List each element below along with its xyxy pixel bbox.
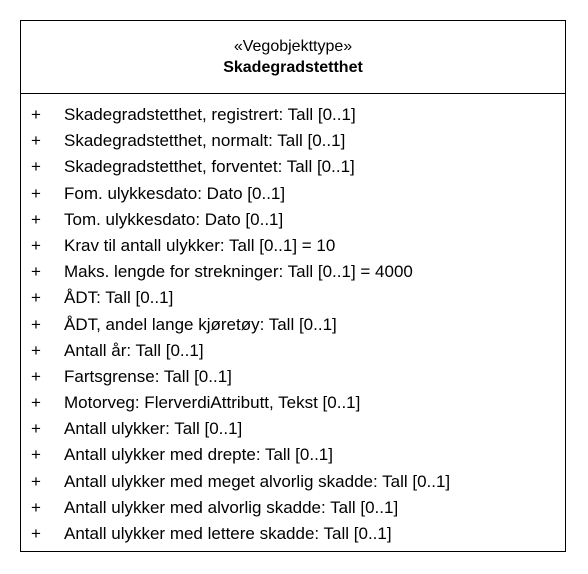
attribute-row: + Krav til antall ulykker: Tall [0..1] = … xyxy=(21,233,565,259)
attribute-text: Antall år: Tall [0..1] xyxy=(64,340,204,360)
attribute-visibility: + xyxy=(31,105,41,124)
attribute-text: Skadegradstetthet, registrert: Tall [0..… xyxy=(64,105,356,124)
attribute-text: Krav til antall ulykker: Tall [0..1] = 1… xyxy=(64,235,336,255)
attribute-row: + Antall ulykker: Tall [0..1] xyxy=(21,416,565,442)
class-stereotype: «Vegobjekttype» xyxy=(233,38,353,55)
attribute-row: + Antall ulykker med meget alvorlig skadd… xyxy=(21,469,565,495)
attribute-row: + Antall ulykker med alvorlig skadde: Tal… xyxy=(21,495,565,521)
attribute-text: Fom. ulykkesdato: Dato [0..1] xyxy=(64,183,286,203)
attribute-visibility: + xyxy=(31,471,41,491)
attribute-text: Antall ulykker med meget alvorlig skadde… xyxy=(64,471,451,491)
attribute-row: + Tom. ulykkesdato: Dato [0..1] xyxy=(21,207,565,233)
attribute-visibility: + xyxy=(31,340,41,360)
attribute-row: + Skadegradstetthet, normalt: Tall [0..1] xyxy=(21,128,565,154)
attribute-text: ÅDT, andel lange kjøretøy: Tall [0..1] xyxy=(64,314,337,334)
attribute-visibility: + xyxy=(31,445,41,465)
attribute-visibility: + xyxy=(31,524,41,543)
attribute-text: Skadegradstetthet, forventet: Tall [0..1… xyxy=(64,157,355,177)
attribute-row: + Fartsgrense: Tall [0..1] xyxy=(21,364,565,390)
attribute-visibility: + xyxy=(31,314,41,334)
attribute-text: Antall ulykker: Tall [0..1] xyxy=(64,419,243,439)
attribute-visibility: + xyxy=(31,366,41,386)
attribute-visibility: + xyxy=(31,235,41,255)
attribute-text: Antall ulykker med drepte: Tall [0..1] xyxy=(64,445,333,465)
attribute-visibility: + xyxy=(31,497,41,517)
attribute-text: Motorveg: FlerverdiAttributt, Tekst [0..… xyxy=(64,393,361,413)
attribute-text: ÅDT: Tall [0..1] xyxy=(64,288,174,308)
attribute-text: Antall ulykker med alvorlig skadde: Tall… xyxy=(64,497,399,517)
attribute-list: + Skadegradstetthet, registrert: Tall [0.… xyxy=(21,94,565,547)
attribute-text: Skadegradstetthet, normalt: Tall [0..1] xyxy=(64,131,346,151)
attribute-row: + Skadegradstetthet, forventet: Tall [0..… xyxy=(21,154,565,180)
attribute-row: + ÅDT: Tall [0..1] xyxy=(21,285,565,311)
attribute-visibility: + xyxy=(31,419,41,439)
attribute-visibility: + xyxy=(31,262,41,282)
attribute-visibility: + xyxy=(31,288,41,308)
attribute-text: Fartsgrense: Tall [0..1] xyxy=(64,366,232,386)
attribute-visibility: + xyxy=(31,157,41,177)
attribute-row: + Motorveg: FlerverdiAttributt, Tekst [0.… xyxy=(21,390,565,416)
attribute-row: + Skadegradstetthet, registrert: Tall [0.… xyxy=(21,102,565,128)
class-name: Skadegradstetthet xyxy=(223,59,363,76)
uml-class-box: «Vegobjekttype» Skadegradstetthet + Skade… xyxy=(20,20,566,552)
attribute-row: + Fom. ulykkesdato: Dato [0..1] xyxy=(21,181,565,207)
attribute-visibility: + xyxy=(31,393,41,413)
class-header: «Vegobjekttype» Skadegradstetthet xyxy=(21,21,565,94)
attribute-visibility: + xyxy=(31,131,41,151)
attribute-row: + Antall ulykker med lettere skadde: Tall… xyxy=(21,521,565,547)
attribute-row: + ÅDT, andel lange kjøretøy: Tall [0..1] xyxy=(21,312,565,338)
attribute-row: + Antall år: Tall [0..1] xyxy=(21,338,565,364)
attribute-visibility: + xyxy=(31,209,41,229)
attribute-text: Antall ulykker med lettere skadde: Tall … xyxy=(64,524,392,543)
attribute-visibility: + xyxy=(31,183,41,203)
attribute-text: Tom. ulykkesdato: Dato [0..1] xyxy=(64,209,284,229)
attribute-text: Maks. lengde for strekninger: Tall [0..1… xyxy=(64,262,413,282)
attribute-row: + Antall ulykker med drepte: Tall [0..1] xyxy=(21,442,565,468)
attribute-row: + Maks. lengde for strekninger: Tall [0..… xyxy=(21,259,565,285)
